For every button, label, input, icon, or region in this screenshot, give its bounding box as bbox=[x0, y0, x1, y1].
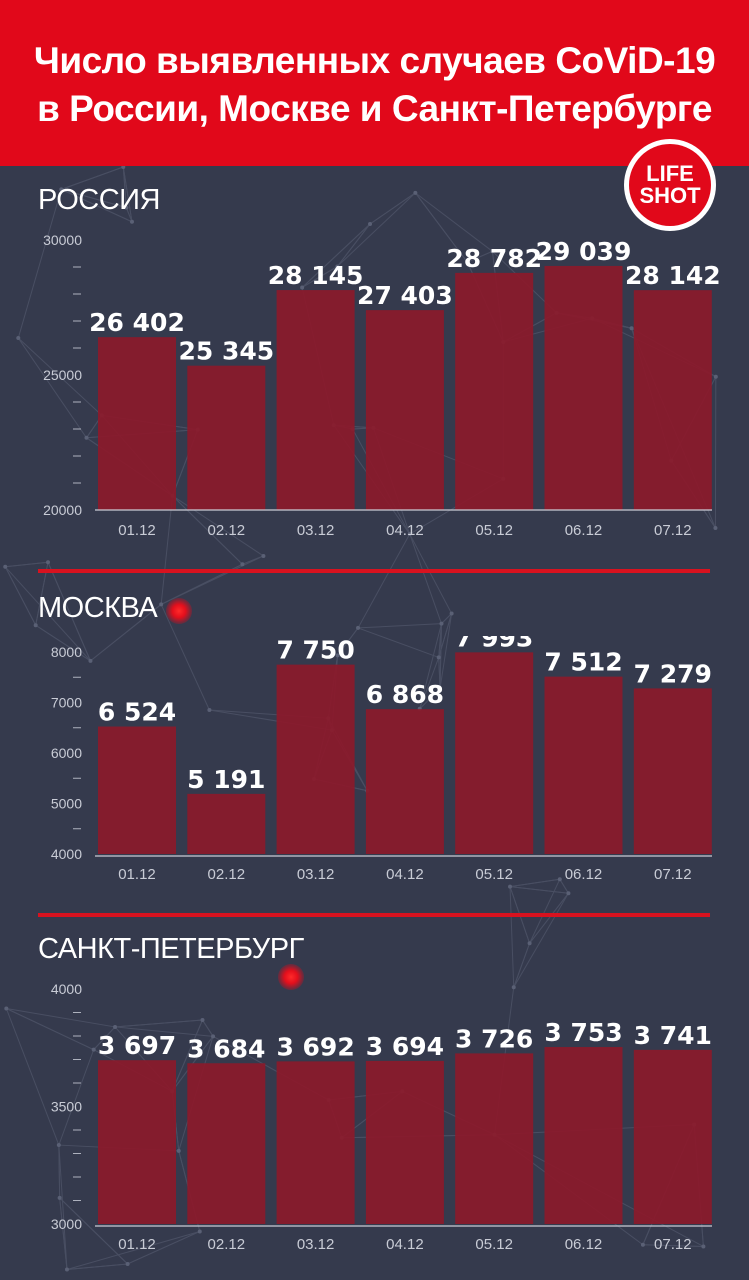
russia-bar bbox=[633, 290, 712, 510]
russia-bar bbox=[187, 365, 266, 510]
spb-bar bbox=[365, 1060, 444, 1224]
spb-x-category-label: 05.12 bbox=[475, 1236, 513, 1253]
logo-line-1: LIFE bbox=[646, 161, 694, 186]
russia-bar-value-label: 26 402 bbox=[89, 308, 185, 337]
moscow-bar-value-label: 6 524 bbox=[98, 698, 176, 727]
spb-bar-value-label: 3 726 bbox=[455, 1024, 533, 1053]
moscow-bar bbox=[544, 676, 623, 854]
spb-bar bbox=[455, 1053, 534, 1224]
russia-x-category-label: 02.12 bbox=[208, 522, 246, 539]
moscow-y-tick-label: 5000 bbox=[51, 796, 82, 812]
russia-bar-value-label: 29 039 bbox=[536, 237, 632, 266]
russia-x-category-label: 07.12 bbox=[654, 522, 692, 539]
location-marker-spb bbox=[278, 964, 304, 990]
moscow-bar bbox=[276, 664, 355, 854]
moscow-y-tick-label: 7000 bbox=[51, 695, 82, 711]
spb-bar bbox=[276, 1061, 355, 1224]
spb-x-category-label: 01.12 bbox=[118, 1236, 156, 1253]
russia-bar bbox=[365, 310, 444, 510]
spb-x-category-label: 03.12 bbox=[297, 1236, 335, 1253]
moscow-bar-value-label: 7 750 bbox=[276, 636, 354, 665]
spb-y-tick-label: 3000 bbox=[51, 1216, 82, 1232]
chart-moscow-svg: 4000 5000 6000 7000 8000 6 524 01.12 5 191 02.12… bbox=[51, 636, 712, 883]
russia-y-tick-label: 25000 bbox=[43, 367, 82, 383]
page-title-line-2: в России, Москве и Санкт-Петербурге bbox=[37, 88, 712, 129]
russia-bar-value-label: 27 403 bbox=[357, 281, 453, 310]
spb-bar bbox=[187, 1063, 266, 1224]
section-title-russia: РОССИЯ bbox=[38, 184, 160, 216]
divider-2 bbox=[38, 913, 710, 917]
chart-spb: 3000 3500 4000 3 697 01.12 3 684 02.12 3 692 03.… bbox=[0, 972, 749, 1262]
moscow-y-tick-label: 4000 bbox=[51, 846, 82, 862]
spb-x-category-label: 07.12 bbox=[654, 1236, 692, 1253]
spb-bar bbox=[98, 1060, 176, 1224]
moscow-x-category-label: 02.12 bbox=[208, 866, 246, 883]
russia-bar bbox=[455, 272, 534, 510]
moscow-x-category-label: 04.12 bbox=[386, 866, 424, 883]
moscow-x-category-label: 06.12 bbox=[565, 866, 603, 883]
chart-russia: 20000 25000 30000 26 402 01.12 25 345 02.12 28 … bbox=[0, 222, 749, 552]
russia-x-category-label: 03.12 bbox=[297, 522, 335, 539]
moscow-bar bbox=[633, 688, 712, 854]
divider-1 bbox=[38, 569, 710, 573]
chart-moscow: 4000 5000 6000 7000 8000 6 524 01.12 5 191 02.12… bbox=[0, 636, 749, 892]
moscow-x-category-label: 01.12 bbox=[118, 866, 156, 883]
russia-y-tick-label: 30000 bbox=[43, 232, 82, 248]
spb-bar-value-label: 3 692 bbox=[276, 1032, 354, 1061]
moscow-y-tick-label: 8000 bbox=[51, 644, 82, 660]
moscow-bar-value-label: 5 191 bbox=[187, 765, 265, 794]
moscow-x-category-label: 03.12 bbox=[297, 866, 335, 883]
spb-y-tick-label: 4000 bbox=[51, 981, 82, 997]
spb-bar-value-label: 3 694 bbox=[366, 1032, 444, 1061]
russia-y-tick-label: 20000 bbox=[43, 502, 82, 518]
spb-bar-value-label: 3 741 bbox=[634, 1021, 712, 1050]
russia-x-category-label: 06.12 bbox=[565, 522, 603, 539]
moscow-bar-value-label: 7 993 bbox=[455, 636, 533, 652]
spb-x-category-label: 06.12 bbox=[565, 1236, 603, 1253]
spb-bar-value-label: 3 697 bbox=[98, 1031, 176, 1060]
section-title-moscow: МОСКВА bbox=[38, 592, 158, 624]
russia-bar-value-label: 28 145 bbox=[268, 261, 364, 290]
moscow-y-tick-label: 6000 bbox=[51, 745, 82, 761]
russia-bar-value-label: 25 345 bbox=[178, 337, 274, 366]
location-marker-moscow bbox=[166, 598, 192, 624]
russia-bar-value-label: 28 142 bbox=[625, 261, 721, 290]
spb-bar bbox=[633, 1049, 712, 1224]
russia-bar-value-label: 28 782 bbox=[446, 244, 542, 273]
russia-bar bbox=[544, 265, 623, 510]
spb-bar-value-label: 3 684 bbox=[187, 1034, 265, 1063]
moscow-bar-value-label: 6 868 bbox=[366, 680, 444, 709]
moscow-bar bbox=[187, 793, 266, 854]
header-banner: Число выявленных случаев CoViD-19 в Росс… bbox=[0, 0, 749, 166]
spb-bar bbox=[544, 1047, 623, 1224]
russia-bar bbox=[98, 337, 176, 510]
moscow-x-category-label: 05.12 bbox=[475, 866, 513, 883]
moscow-bar-value-label: 7 512 bbox=[544, 648, 622, 677]
russia-x-category-label: 05.12 bbox=[475, 522, 513, 539]
section-title-spb: САНКТ-ПЕТЕРБУРГ bbox=[38, 933, 304, 965]
spb-x-category-label: 04.12 bbox=[386, 1236, 424, 1253]
moscow-bar bbox=[365, 709, 444, 854]
spb-bar-value-label: 3 753 bbox=[544, 1018, 622, 1047]
russia-x-category-label: 01.12 bbox=[118, 522, 156, 539]
russia-x-category-label: 04.12 bbox=[386, 522, 424, 539]
lifeshot-logo: LIFE SHOT bbox=[624, 139, 716, 231]
moscow-bar-value-label: 7 279 bbox=[634, 659, 712, 688]
moscow-bar bbox=[455, 652, 534, 854]
moscow-bar bbox=[98, 726, 176, 854]
page-title-line-1: Число выявленных случаев CoViD-19 bbox=[33, 40, 716, 81]
spb-x-category-label: 02.12 bbox=[208, 1236, 246, 1253]
spb-y-tick-label: 3500 bbox=[51, 1099, 82, 1115]
chart-spb-svg: 3000 3500 4000 3 697 01.12 3 684 02.12 3 692 03.… bbox=[51, 981, 712, 1253]
russia-bar bbox=[276, 290, 355, 510]
chart-russia-svg: 20000 25000 30000 26 402 01.12 25 345 02.12 28 … bbox=[43, 232, 721, 539]
moscow-x-category-label: 07.12 bbox=[654, 866, 692, 883]
logo-line-2: SHOT bbox=[639, 183, 701, 208]
